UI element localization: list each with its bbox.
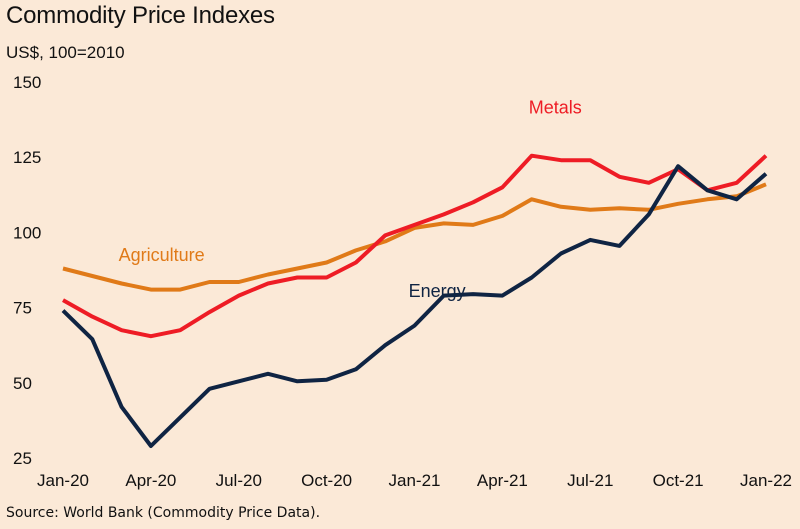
y-tick-label: 25 [13,449,32,468]
x-tick-label: Jan-22 [740,471,792,490]
x-tick-label: Oct-20 [301,471,352,490]
y-tick-label: 75 [13,299,32,318]
series-label-metals: Metals [529,98,582,118]
y-tick-label: 100 [13,223,41,242]
source-note: Source: World Bank (Commodity Price Data… [6,505,321,521]
y-tick-label: 150 [13,73,41,92]
x-tick-label: Jul-21 [567,471,613,490]
x-tick-label: Jan-20 [37,471,89,490]
series-line-energy [61,164,768,448]
x-tick-label: Apr-21 [477,471,528,490]
x-tick-label: Oct-21 [653,471,704,490]
chart-subtitle: US$, 100=2010 [6,43,125,62]
line-chart: 25 50 75 100 125 150 Jan-20 Apr-20 Jul-20 Oct-20 J… [13,73,792,490]
x-tick-label: Jul-20 [216,471,262,490]
x-tick-label: Jan-21 [389,471,441,490]
series-label-agriculture: Agriculture [119,245,205,265]
series-line-metals [62,153,768,339]
y-tick-label: 50 [13,374,32,393]
series-label-energy: Energy [409,281,466,301]
chart-title: Commodity Price Indexes [6,2,275,29]
x-tick-label: Apr-20 [125,471,176,490]
y-tick-label: 125 [13,148,41,167]
series-line-agriculture [62,182,767,292]
